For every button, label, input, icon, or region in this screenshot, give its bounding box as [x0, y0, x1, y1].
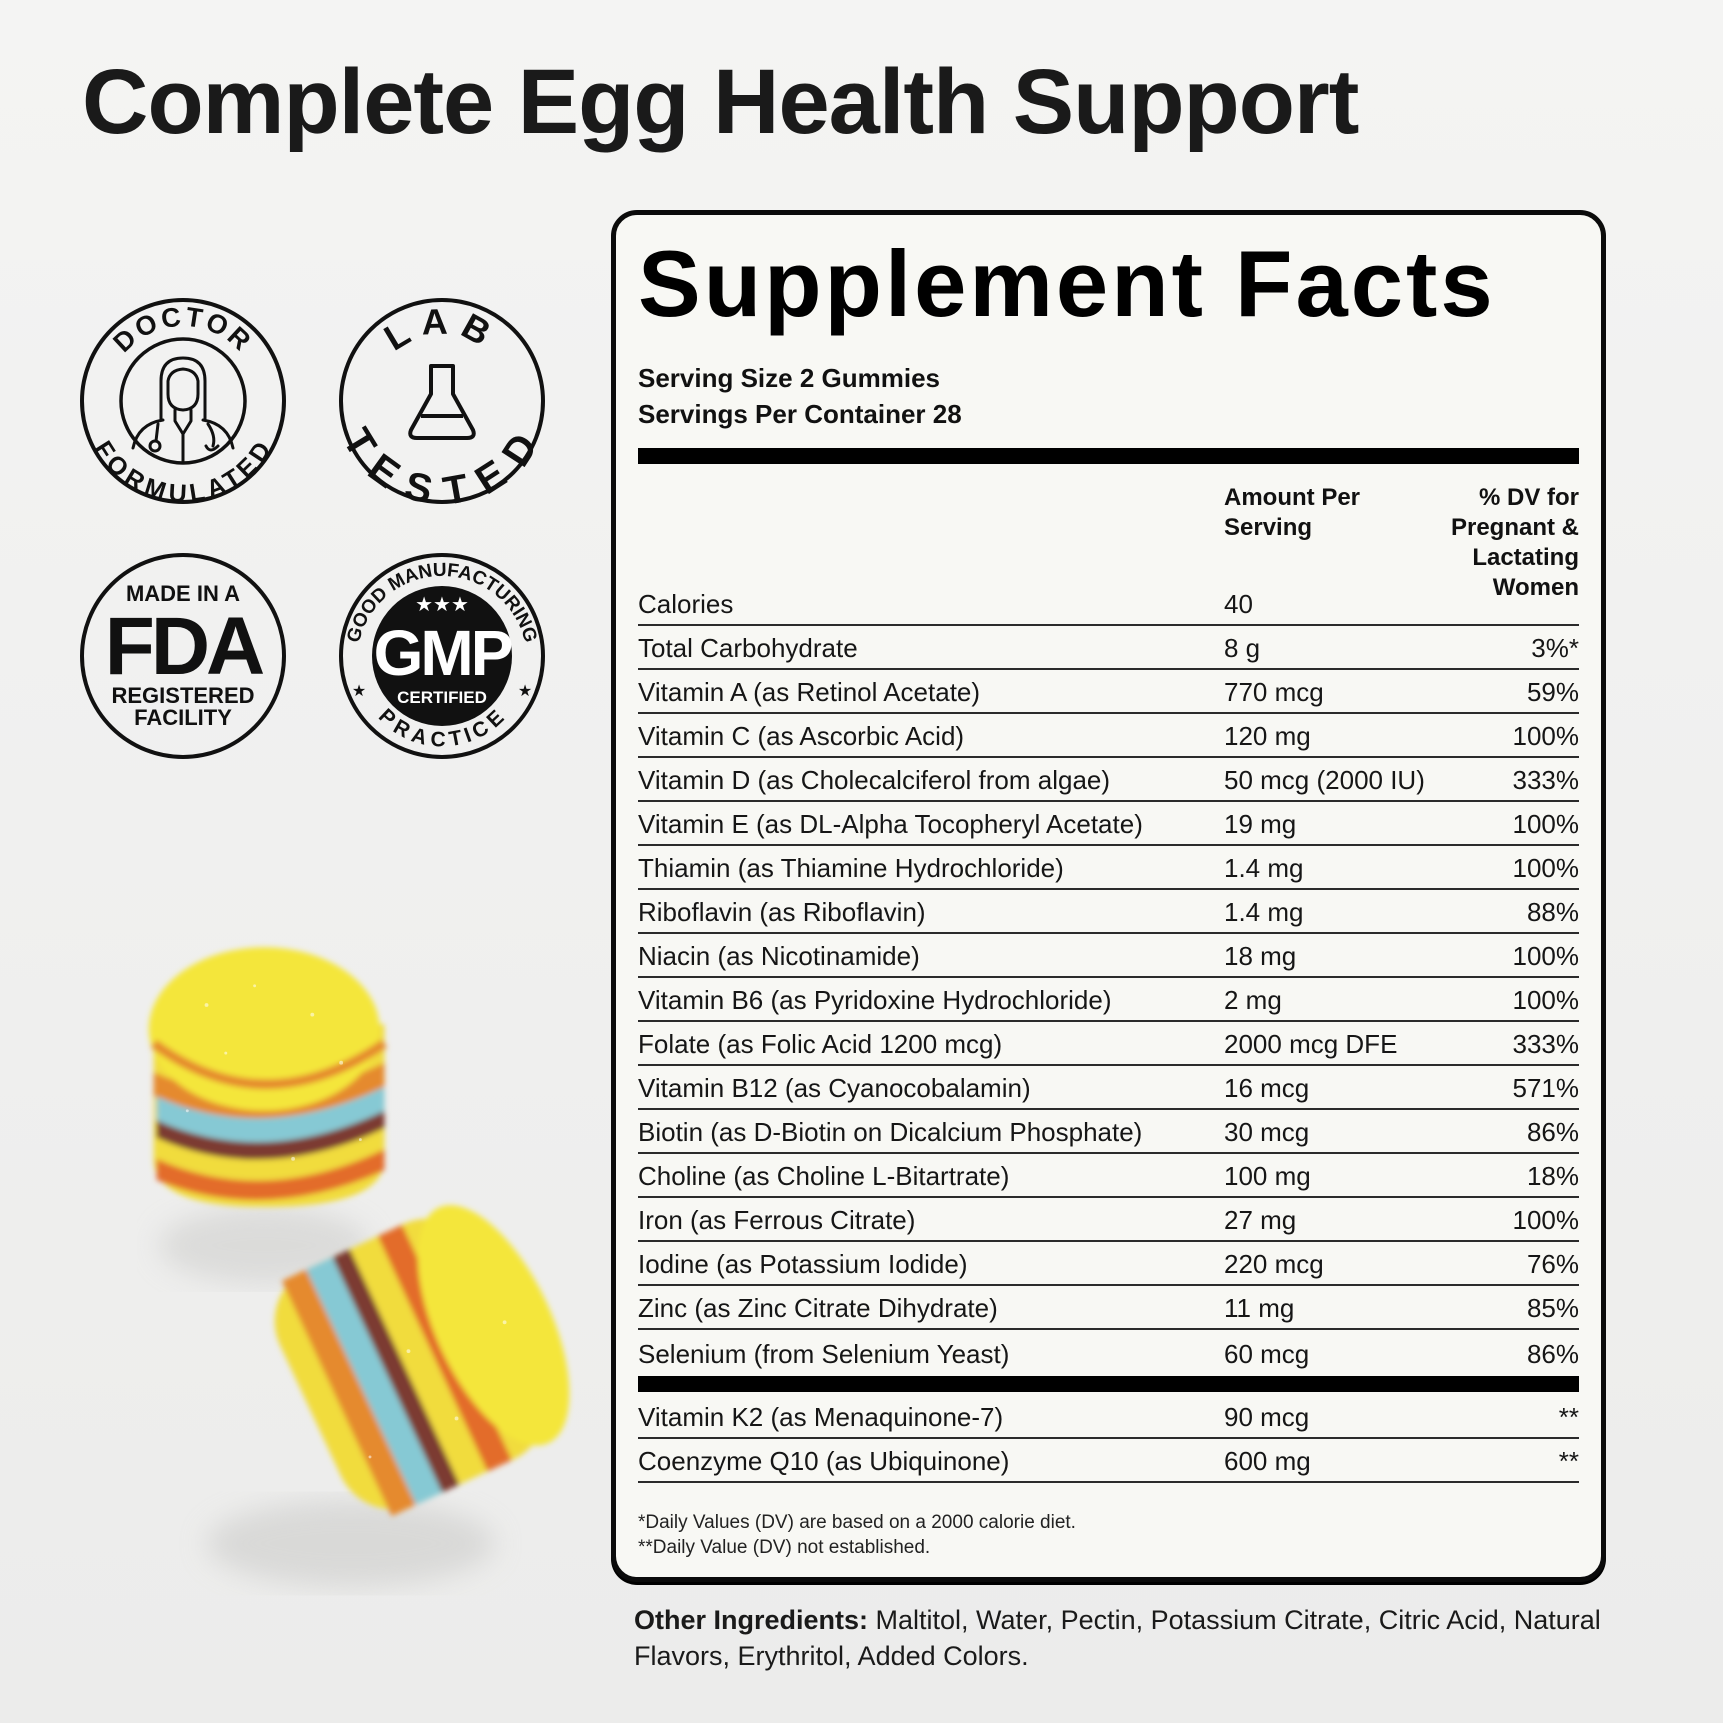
table-row: Choline (as Choline L-Bitartrate) 100 mg 1… [638, 1154, 1579, 1198]
table-row: Calories 40 [638, 582, 1579, 626]
doctor-icon: DOCTOR FORMULATED [80, 298, 286, 506]
table-row: Biotin (as D-Biotin on Dicalcium Phospha… [638, 1110, 1579, 1154]
table-row: Zinc (as Zinc Citrate Dihydrate) 11 mg 85% [638, 1286, 1579, 1330]
table-row: Riboflavin (as Riboflavin) 1.4 mg 88% [638, 890, 1579, 934]
footnote-dv: *Daily Values (DV) are based on a 2000 c… [638, 1512, 1076, 1533]
doctor-formulated-badge: DOCTOR FORMULATED [78, 296, 288, 506]
svg-text:★★★: ★★★ [415, 592, 469, 616]
facts-title: Supplement Facts [638, 231, 1496, 336]
other-ingredients: Other Ingredients: Maltitol, Water, Pect… [634, 1602, 1634, 1674]
other-ingredients-text: Maltitol, Water, Pectin, Potassium Citra… [634, 1605, 1601, 1671]
gmp-certified-badge: GOOD MANUFACTURING PRACTICE ★★★ GMP CERT… [337, 551, 547, 761]
column-header-amount: Amount Per Serving [1224, 484, 1361, 541]
table-row: Vitamin B12 (as Cyanocobalamin) 16 mcg 571… [638, 1066, 1579, 1110]
table-row: Vitamin K2 (as Menaquinone-7) 90 mcg ** [638, 1395, 1579, 1439]
supplement-facts-panel: Supplement Facts Serving Size 2 Gummies … [611, 210, 1606, 1582]
divider-thick [638, 1376, 1579, 1392]
table-row: Vitamin C (as Ascorbic Acid) 120 mg 100% [638, 714, 1579, 758]
column-header-dv: % DV for Pregnant & Lactating Women [1450, 484, 1579, 601]
servings-per-container: Servings Per Container 28 [638, 399, 962, 429]
svg-text:CERTIFIED: CERTIFIED [397, 688, 487, 707]
table-row: Vitamin B6 (as Pyridoxine Hydrochloride)… [638, 978, 1579, 1022]
table-row: Coenzyme Q10 (as Ubiquinone) 600 mg ** [638, 1439, 1579, 1483]
lab-tested-badge: LAB TESTED [337, 296, 547, 506]
flask-icon: LAB TESTED [337, 298, 547, 506]
divider-thick [638, 448, 1579, 464]
nutrient-table: Calories 40 Total Carbohydrate 8 g 3%* Vita… [638, 582, 1579, 1374]
svg-text:★: ★ [352, 681, 366, 700]
table-row: Selenium (from Selenium Yeast) 60 mcg 86% [638, 1339, 1579, 1369]
footnote-not-established: **Daily Value (DV) not established. [638, 1537, 931, 1558]
page-title: Complete Egg Health Support [82, 51, 1359, 153]
gmp-icon: GOOD MANUFACTURING PRACTICE ★★★ GMP CERT… [339, 553, 545, 759]
fda-icon: MADE IN A FDA REGISTERED FACILITY [80, 553, 286, 759]
table-row: Vitamin E (as DL-Alpha Tocopheryl Acetat… [638, 802, 1579, 846]
nutrient-table-extra: Vitamin K2 (as Menaquinone-7) 90 mcg ** Co… [638, 1395, 1579, 1483]
table-row: Vitamin A (as Retinol Acetate) 770 mcg 59% [638, 670, 1579, 714]
svg-text:TESTED: TESTED [337, 421, 547, 506]
serving-size: Serving Size 2 Gummies [638, 363, 941, 393]
svg-text:GMP: GMP [374, 617, 512, 689]
table-row: Vitamin D (as Cholecalciferol from algae… [638, 758, 1579, 802]
table-row: Thiamin (as Thiamine Hydrochloride) 1.4 m… [638, 846, 1579, 890]
table-row: Iodine (as Potassium Iodide) 220 mcg 76% [638, 1242, 1579, 1286]
gummies-image [120, 905, 620, 1605]
other-ingredients-label: Other Ingredients: [634, 1605, 869, 1635]
serving-info: Serving Size 2 Gummies Servings Per Cont… [638, 360, 962, 432]
svg-text:FDA: FDA [105, 601, 264, 692]
footnotes: *Daily Values (DV) are based on a 2000 c… [638, 1510, 1076, 1560]
svg-text:REGISTERED: REGISTERED [111, 683, 254, 708]
svg-text:MADE IN A: MADE IN A [126, 581, 240, 606]
table-row: Folate (as Folic Acid 1200 mcg) 2000 mcg … [638, 1022, 1579, 1066]
table-row: Total Carbohydrate 8 g 3%* [638, 626, 1579, 670]
svg-text:FACILITY: FACILITY [134, 705, 232, 730]
table-row: Niacin (as Nicotinamide) 18 mg 100% [638, 934, 1579, 978]
fda-registered-badge: MADE IN A FDA REGISTERED FACILITY [78, 551, 288, 761]
svg-text:★: ★ [518, 681, 532, 700]
svg-text:DOCTOR: DOCTOR [107, 301, 258, 358]
table-row: Iron (as Ferrous Citrate) 27 mg 100% [638, 1198, 1579, 1242]
